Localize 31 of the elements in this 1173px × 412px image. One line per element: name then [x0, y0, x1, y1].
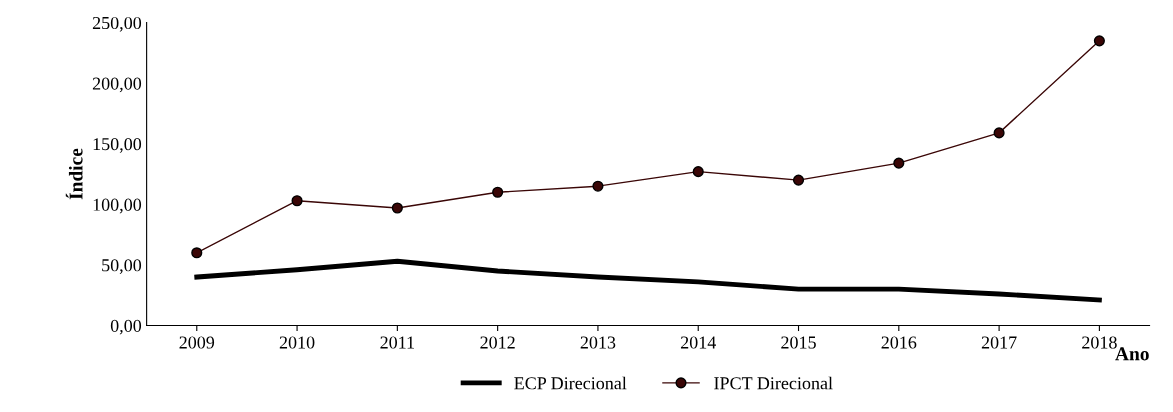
point — [592, 180, 604, 192]
x-tick-label: 2016 — [881, 336, 917, 349]
point — [893, 157, 905, 169]
x-tick-label: 2010 — [279, 336, 315, 349]
point — [391, 202, 403, 214]
point — [993, 127, 1005, 139]
x-tick-label: 2011 — [380, 336, 414, 349]
point — [191, 247, 203, 259]
point — [1093, 35, 1105, 47]
x-axis-title: Ano — [1115, 347, 1149, 361]
y-axis-title: Índice — [65, 148, 83, 200]
x-tick-label: 2018 — [1082, 336, 1117, 349]
legend-label: ECP Direcional — [514, 376, 627, 390]
x-tick-label: 2014 — [680, 336, 716, 349]
x-tick-label: 2012 — [480, 336, 515, 349]
x-tick-label: 2015 — [781, 336, 816, 349]
x-tick-label: 2017 — [981, 336, 1017, 349]
point — [692, 166, 704, 178]
x-tick-label: 2009 — [179, 336, 215, 349]
y-tick-label: 200,00 — [92, 77, 142, 93]
line-series — [194, 258, 1102, 303]
point — [792, 174, 805, 186]
y-tick-label: 100,00 — [93, 198, 142, 214]
point — [291, 195, 303, 207]
legend-label: IPCT Direcional — [714, 376, 833, 390]
point — [492, 186, 504, 198]
y-tick-label: 50,00 — [102, 259, 142, 274]
y-tick-label: 250,00 — [92, 16, 142, 32]
y-tick-label: 0,00 — [110, 319, 142, 335]
x-tick-label: 2013 — [580, 336, 616, 349]
y-tick-label: 150,00 — [93, 138, 142, 153]
